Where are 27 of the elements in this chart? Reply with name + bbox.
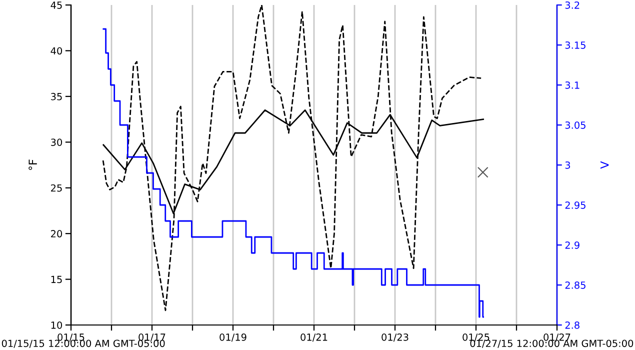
x-tick-label: 01/19	[220, 334, 246, 342]
y2-axis-title: V	[600, 161, 609, 169]
y2-tick-label: 2.8	[565, 321, 580, 329]
y2-tick-label: 3.2	[565, 1, 580, 9]
y-tick-label: 20	[51, 230, 62, 238]
y-tick-label: 40	[50, 47, 62, 55]
text: 01/27/15 12:00:00 AM GMT-05:00	[470, 340, 634, 348]
y2-tick-label: 3.05	[565, 121, 586, 129]
y2-tick-label: 2.9	[565, 241, 580, 249]
x-tick-label: 01/25	[462, 334, 490, 342]
y-tick-label: 15	[51, 276, 62, 284]
x-tick-label: 01/15	[58, 334, 84, 342]
x-tick-label: 01/21	[300, 334, 328, 342]
y2-tick-label: 3.1	[565, 81, 580, 89]
y2-tick-label: 3	[565, 161, 570, 169]
x-tick-label: 01/23	[382, 334, 408, 342]
y2-tick-label: 2.95	[565, 201, 586, 209]
y-tick-label: 30	[51, 138, 62, 146]
text: 01/15/15 12:00:00 AM GMT-05:00	[2, 340, 165, 348]
y-axis-title: °F	[28, 160, 37, 170]
y2-tick-label: 2.85	[565, 281, 586, 289]
y-tick-label: 45	[50, 2, 62, 9]
y-tick-label: 25	[51, 184, 62, 192]
y2-tick-label: 3.15	[565, 41, 586, 49]
y-tick-label: 35	[51, 92, 62, 100]
x-tick-label: 01/27	[544, 334, 570, 342]
y-tick-label: 10	[51, 321, 62, 329]
